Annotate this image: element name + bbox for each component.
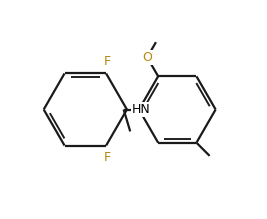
Text: F: F: [104, 151, 111, 164]
Text: O: O: [142, 51, 152, 64]
Text: HN: HN: [132, 103, 151, 116]
Text: F: F: [104, 55, 111, 68]
